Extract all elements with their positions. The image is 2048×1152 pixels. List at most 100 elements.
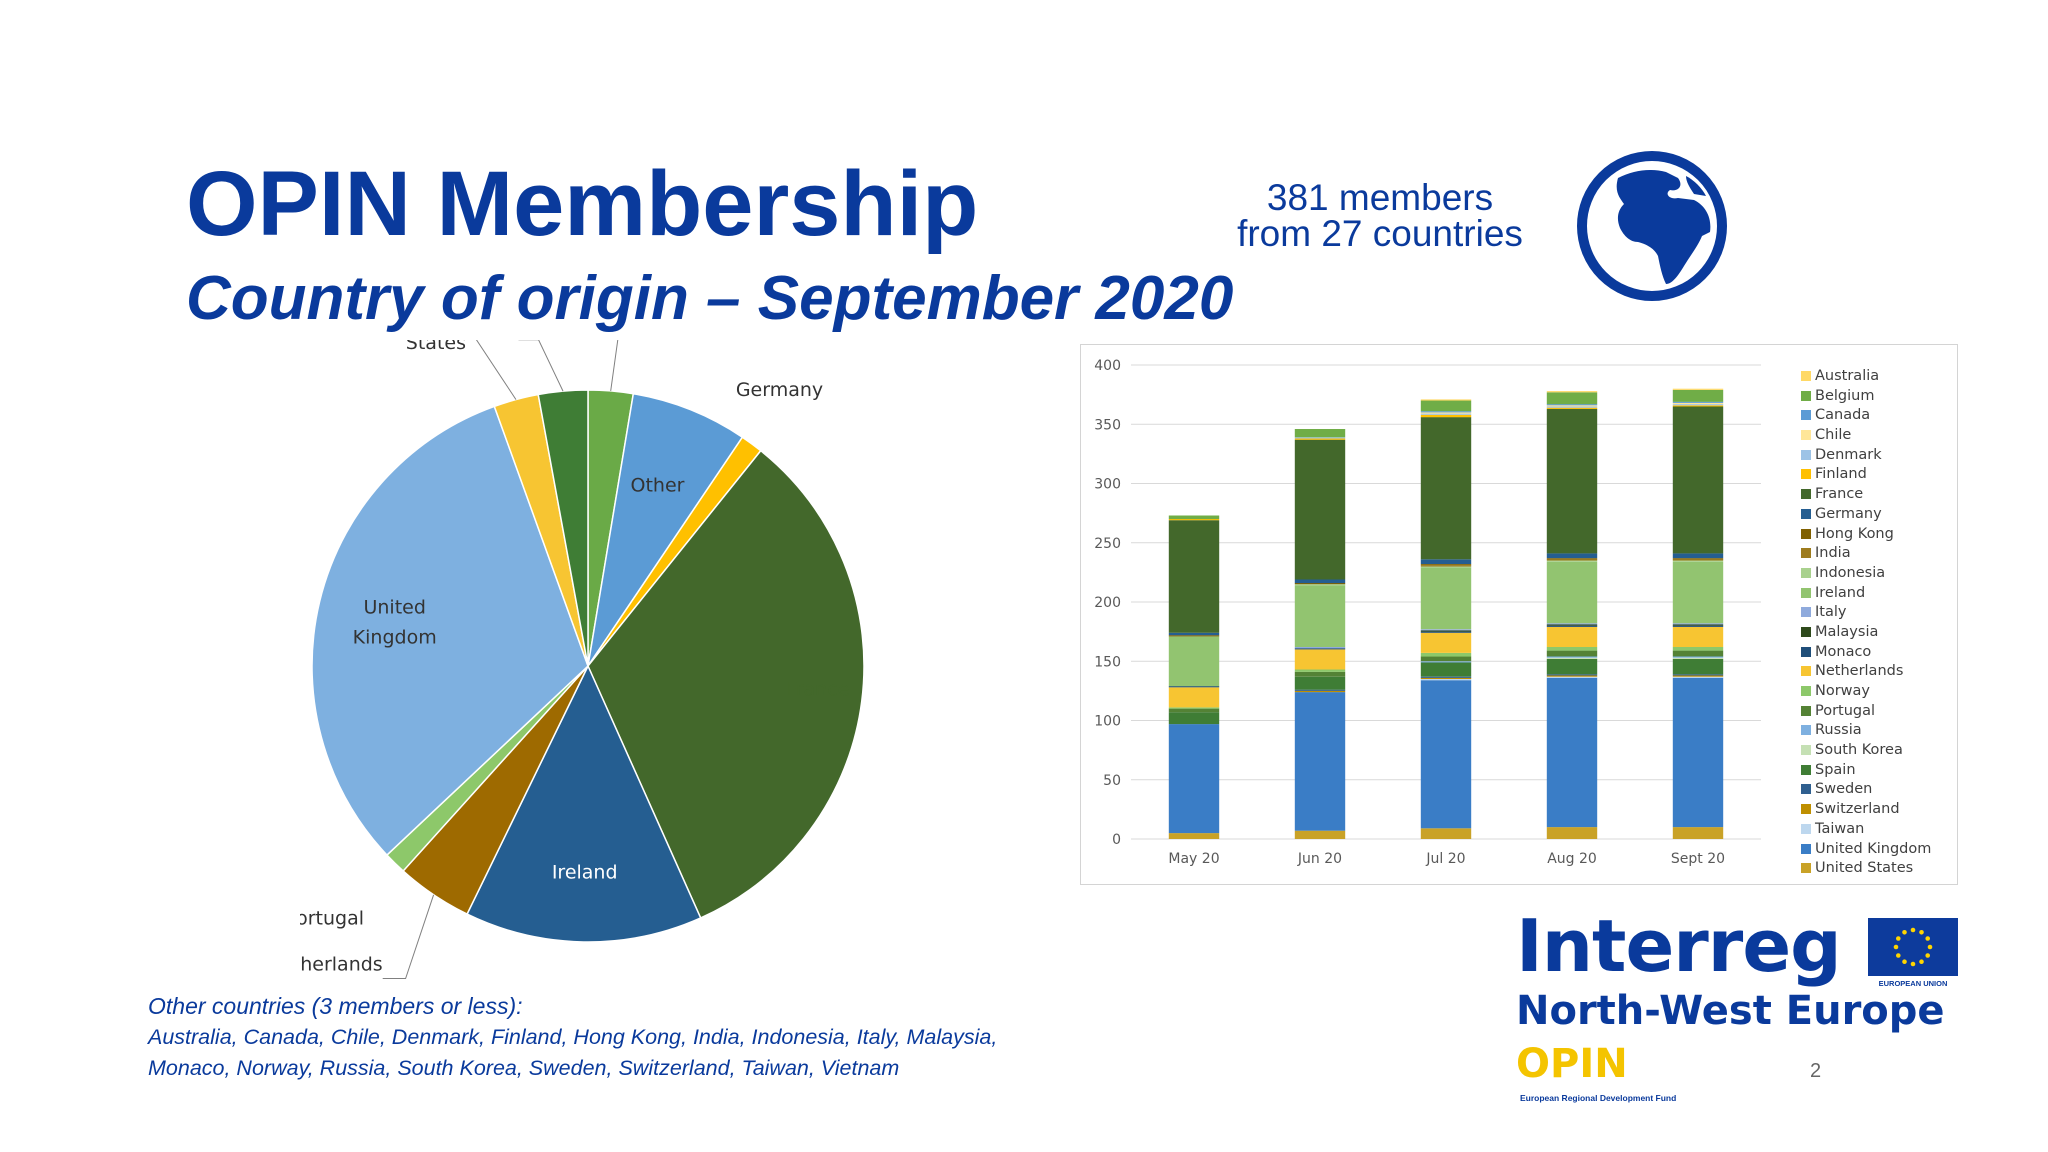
legend-swatch [1801,508,1811,519]
bar-segment-sweden [1672,674,1724,676]
bar-segment-united-kingdom [1672,677,1724,828]
bar-segment-finland [1672,405,1724,407]
bar-segment-united-kingdom [1420,680,1472,829]
bar-segment-finland [1420,414,1472,418]
pie-label-united-kingdom: United Kingdom [353,597,437,649]
interreg-logo: Interreg EUROPEAN UNION North-West Europ… [1516,910,1966,1110]
bar-segment-belgium [1420,400,1472,412]
bar-segment-ireland [1672,561,1724,624]
membership-summary: 381 members from 27 countries [1210,177,1550,252]
legend-item: Taiwan [1801,820,1951,840]
legend-item: Canada [1801,406,1951,426]
bar-segment-portugal [1294,671,1346,677]
interreg-wordmark: Interreg [1516,904,1842,988]
pie-leader-line [518,340,564,392]
bar-segment-monaco [1168,686,1220,688]
legend-swatch [1801,587,1811,598]
eu-star [1902,930,1907,935]
bar-segment-monaco [1546,625,1598,627]
bar-y-tick-label: 100 [1094,714,1121,730]
pie-slice-france [587,449,865,919]
bar-segment-australia [1672,388,1724,390]
bar-segment-spain [1546,658,1598,675]
bar-segment-united-states [1546,827,1598,839]
legend-label: India [1815,545,1851,562]
bar-segment-belgium [1168,515,1220,520]
legend-swatch [1801,528,1811,539]
stacked-bar-chart: 0 50 100 150 200 250 300 350 400 May 20 Jun 20 Jul… [1094,358,1761,867]
legend-swatch [1801,430,1811,441]
bar-segment-taiwan [1546,676,1598,678]
pie-label-netherlands: Netherlands [300,954,383,976]
legend-swatch [1801,489,1811,500]
bar-segment-united-kingdom [1294,692,1346,831]
legend-label: Finland [1815,466,1867,483]
bar-segment-france [1672,406,1724,554]
legend-item: Belgium [1801,387,1951,407]
bar-segment-denmark [1420,413,1472,415]
legend-swatch [1801,686,1811,696]
bar-segment-united-states [1168,833,1220,839]
bar-segment-norway [1168,707,1220,709]
legend-item: Monaco [1801,643,1951,663]
bar-segment-hong-kong [1672,558,1724,560]
bar-segment-france [1294,439,1346,580]
bar-segment-netherlands [1672,626,1724,647]
legend-label: Indonesia [1815,564,1886,581]
bar-segment-netherlands [1294,649,1346,670]
legend-item: Malaysia [1801,623,1951,643]
pie-label-portugal: Portugal [300,908,364,930]
pie-leader-line [382,894,435,979]
bar-segment-sweden [1294,689,1346,691]
legend-swatch [1801,371,1811,381]
legend-swatch [1801,843,1811,854]
bar-y-tick-label: 250 [1094,536,1121,552]
bar-x-tick-label: Aug 20 [1547,851,1597,867]
bar-segment-italy [1420,629,1472,631]
bar-chart-panel: 0 50 100 150 200 250 300 350 400 May 20 Jun 20 Jul… [1080,344,1958,885]
bar-segment-switzerland [1672,675,1724,677]
legend-swatch [1801,626,1811,637]
other-countries-heading: Other countries (3 members or less): [148,993,523,1019]
bar-segment-united-states [1672,827,1724,839]
bar-segment-germany [1294,579,1346,584]
eu-star [1910,927,1916,933]
eu-label: EUROPEAN UNION [1878,979,1948,988]
eu-star [1896,953,1901,958]
other-countries-line: Monaco, Norway, Russia, South Korea, Swe… [148,1056,900,1080]
legend-item: Russia [1801,721,1951,741]
legend-swatch [1801,784,1811,795]
eu-star [1919,930,1924,935]
bar-x-tick-label: Sept 20 [1671,851,1725,867]
legend-label: Italy [1815,604,1847,621]
bar-segment-hong-kong [1168,635,1220,637]
eu-star [1910,961,1916,967]
legend-label: Denmark [1815,446,1882,463]
pie-leader-line [475,340,517,400]
legend-swatch [1801,410,1811,421]
bar-segment-norway [1294,669,1346,672]
bar-segment-canada [1546,404,1598,406]
bar-segment-denmark [1294,437,1346,439]
bar-segment-switzerland [1294,690,1346,693]
legend-label: Sweden [1815,781,1873,798]
eu-star [1893,944,1899,950]
bar-x-tick-label: Jun 20 [1297,851,1342,867]
bar-segment-france [1420,417,1472,560]
legend-swatch [1801,863,1811,874]
pie-labels: BelgiumOtherGermanyFranceIrelandNetherla… [300,340,849,979]
eu-star [1919,959,1924,964]
eu-star [1902,959,1907,964]
legend-item: Norway [1801,682,1951,702]
bar-segment-indonesia [1294,584,1346,586]
legend-item: Indonesia [1801,564,1951,584]
bar-segment-russia [1672,656,1724,658]
bar-segment-belgium [1672,389,1724,402]
bar-segment-spain [1420,662,1472,677]
bar-segment-south-korea [1672,657,1724,659]
legend-swatch [1801,705,1811,716]
eu-star [1925,936,1930,941]
legend-label: Hong Kong [1815,525,1894,542]
globe-africa-icon [1577,151,1727,301]
summary-members: 381 members [1266,177,1494,218]
